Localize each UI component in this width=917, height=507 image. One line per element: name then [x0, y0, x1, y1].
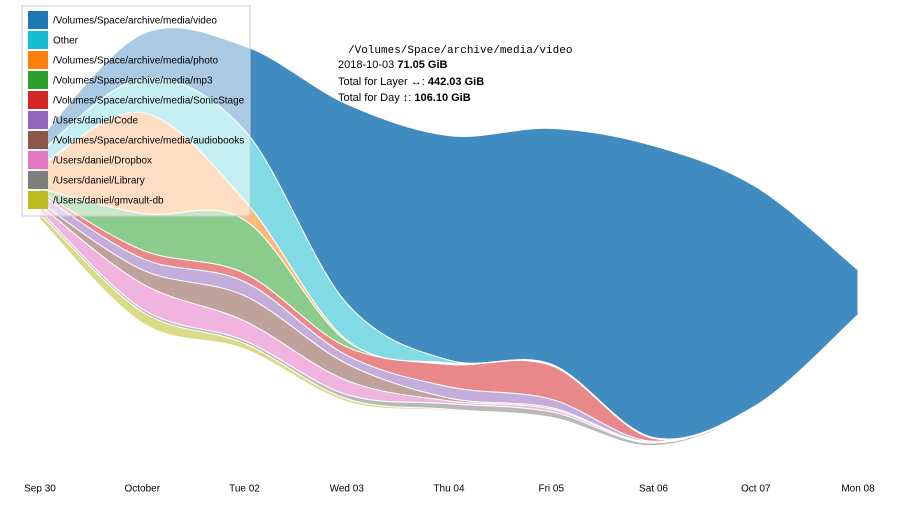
legend-swatch: [28, 51, 48, 69]
x-tick-label: Wed 03: [330, 484, 365, 495]
tooltip-date: 2018-10-03 71.05 GiB: [338, 59, 448, 71]
x-tick-label: Thu 04: [433, 484, 465, 495]
tooltip-day-label: Total for Day ↕:: [338, 92, 411, 104]
tooltip-layer: Total for Layer ↔: 442.03 GiB: [338, 76, 484, 88]
legend-swatch: [28, 111, 48, 129]
legend-swatch: [28, 151, 48, 169]
legend-label: /Volumes/Space/archive/media/photo: [53, 56, 219, 67]
tooltip-title: /Volumes/Space/archive/media/video: [348, 45, 572, 57]
tooltip: /Volumes/Space/archive/media/video 2018-…: [338, 45, 572, 104]
stream-layer: [39, 27, 859, 440]
legend: /Volumes/Space/archive/media/video Other /…: [21, 5, 251, 217]
legend-label: /Users/daniel/gmvault-db: [53, 196, 164, 207]
legend-label: /Volumes/Space/archive/media/mp3: [53, 76, 213, 87]
tooltip-day-total: 106.10 GiB: [414, 92, 470, 104]
x-tick-label: Oct 07: [741, 484, 771, 495]
legend-swatch: [28, 11, 48, 29]
legend-swatch: [28, 171, 48, 189]
legend-swatch: [28, 191, 48, 209]
tooltip-day: Total for Day ↕: 106.10 GiB: [338, 92, 471, 104]
legend-swatch: [28, 91, 48, 109]
legend-label: /Volumes/Space/archive/media/SonicStage: [53, 96, 245, 107]
legend-label: /Users/daniel/Library: [53, 176, 145, 187]
tooltip-date-text: 2018-10-03: [338, 59, 394, 71]
x-tick-label: Sat 06: [639, 484, 668, 495]
legend-swatch: [28, 131, 48, 149]
legend-label: /Volumes/Space/archive/media/video: [53, 16, 217, 27]
x-tick-label: October: [124, 484, 160, 495]
tooltip-layer-label: Total for Layer ↔:: [338, 76, 425, 88]
legend-box: [21, 5, 251, 217]
legend-label: /Users/daniel/Dropbox: [53, 156, 152, 167]
legend-swatch: [28, 71, 48, 89]
tooltip-layer-total: 442.03 GiB: [428, 76, 484, 88]
legend-label: Other: [53, 36, 79, 47]
x-tick-label: Fri 05: [538, 484, 564, 495]
x-tick-label: Sep 30: [24, 484, 56, 495]
tooltip-value: 71.05 GiB: [397, 59, 447, 71]
legend-label: /Users/daniel/Code: [53, 116, 138, 127]
x-tick-label: Mon 08: [841, 484, 875, 495]
x-axis: Sep 30 October Tue 02 Wed 03 Thu 04 Fri 05 Sat…: [24, 484, 875, 495]
legend-label: /Volumes/Space/archive/media/audiobooks: [53, 136, 244, 147]
x-tick-label: Tue 02: [229, 484, 260, 495]
legend-swatch: [28, 31, 48, 49]
